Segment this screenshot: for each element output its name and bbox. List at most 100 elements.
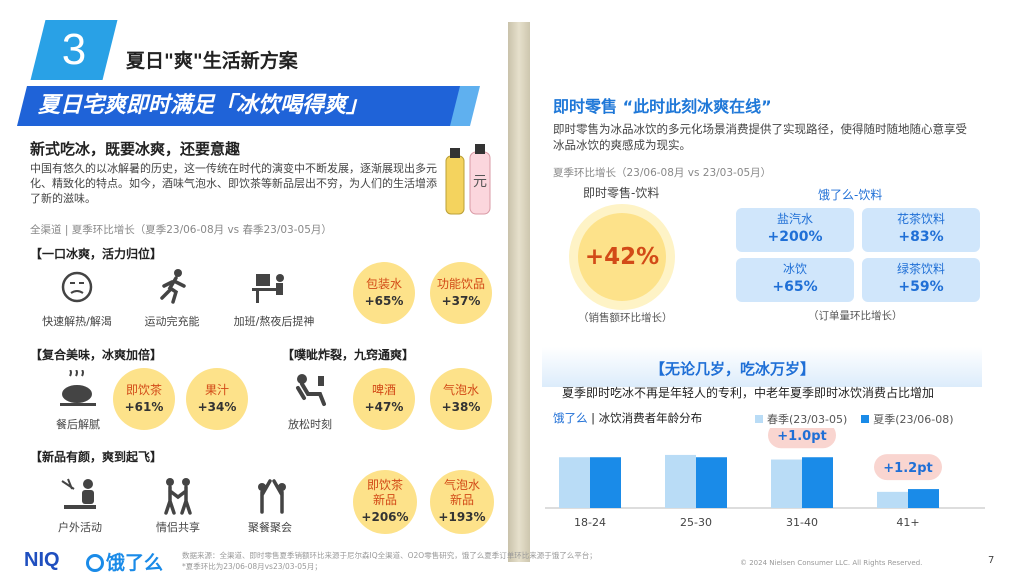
- growth-tile: 花茶饮料 +83%: [862, 208, 980, 252]
- group-title-flavor: 【复合美味，冰爽加倍】: [30, 348, 163, 362]
- icon-label: 聚餐聚会: [248, 521, 292, 534]
- growth-tile: 盐汽水 +200%: [736, 208, 854, 252]
- bar: [559, 457, 590, 508]
- bar: [665, 454, 696, 508]
- stat-name: 气泡水: [442, 382, 479, 397]
- page-number: 7: [988, 555, 995, 566]
- x-tick-label: 18-24: [574, 516, 606, 529]
- group-title-new: 【新品有颜，爽到起飞】: [30, 450, 163, 464]
- stat-value: +206%: [361, 510, 409, 524]
- annotation-label: +1.2pt: [883, 461, 932, 476]
- left-heading: 新式吃冰，既要冰爽，还要意趣: [30, 140, 241, 158]
- left-body: 中国有悠久的以冰解暑的历史，这一传统在时代的演变中不断发展，逐渐展现出多元化、精…: [30, 162, 437, 205]
- stat-value: +65%: [364, 293, 404, 308]
- icon-label: 快速解热/解渴: [42, 315, 112, 328]
- legend-swatch-summer: [861, 415, 870, 423]
- left-source-note: 全渠道 | 夏季环比增长（夏季23/06-08月 vs 春季23/03-05月）: [30, 224, 332, 236]
- age-heading-band: [542, 347, 982, 387]
- bar: [908, 489, 939, 508]
- stat-value: +61%: [124, 399, 164, 414]
- tile-name: 花茶饮料: [896, 212, 945, 226]
- legend-spring: 春季(23/03-05): [767, 413, 848, 426]
- footer-source: 数据来源：全渠道、即时零售夏季销额环比来源于尼尔森IQ全渠道、O2O零售研究，饿…: [182, 551, 597, 560]
- stat-name: 功能饮品: [436, 276, 485, 291]
- group-title-fizz: 【噗呲炸裂，九窍通爽】: [282, 348, 415, 362]
- stat-value: +193%: [438, 510, 486, 524]
- stat-value: +47%: [364, 399, 404, 414]
- stat-circle: 气泡水 +38%: [430, 368, 492, 430]
- eleme-logo: 饿了么: [86, 548, 163, 575]
- bar: [590, 457, 621, 508]
- stat-name: 啤酒: [371, 382, 396, 397]
- chart-title: 冰饮消费者年龄分布: [598, 411, 703, 425]
- tile-name: 盐汽水: [776, 212, 813, 226]
- bar: [877, 491, 908, 508]
- icon-label: 放松时刻: [288, 418, 332, 431]
- eleme-drinks-label: 饿了么-饮料: [818, 188, 883, 202]
- icon-label: 餐后解腻: [56, 418, 100, 431]
- stat-name: 即饮茶: [125, 382, 162, 397]
- icon-label: 户外活动: [58, 521, 102, 534]
- desk-worker-icon: [252, 274, 284, 303]
- instant-retail-value: +42%: [578, 213, 666, 301]
- banner-title: 夏日宅爽即时满足「冰饮喝得爽」: [38, 93, 369, 118]
- tile-value: +59%: [898, 279, 944, 295]
- growth-tile: 绿茶饮料 +59%: [862, 258, 980, 302]
- age-heading: 【无论几岁，吃冰万岁】: [650, 360, 816, 378]
- chart-source: 饿了么: [553, 411, 588, 425]
- annotation-label: +1.0pt: [777, 429, 826, 444]
- bar: [802, 457, 833, 508]
- eleme-logo-text: 饿了么: [106, 552, 164, 574]
- growth-tile: 冰饮 +65%: [736, 258, 854, 302]
- copyright: © 2024 Nielsen Consumer LLC. All Rights …: [740, 559, 923, 567]
- right-source-note: 夏季环比增长（23/06-08月 vs 23/03-05月）: [553, 167, 772, 179]
- section-title: 夏日"爽"生活新方案: [126, 50, 298, 72]
- stat-name-sub: 新品: [449, 493, 474, 507]
- x-tick-label: 25-30: [680, 516, 712, 529]
- age-text: 夏季即时吃冰不再是年轻人的专利，中老年夏季即时冰饮消费占比增加: [562, 386, 935, 400]
- tired-face-icon: [61, 271, 93, 303]
- x-tick-label: 41+: [896, 516, 919, 529]
- icon-label: 情侣共享: [156, 521, 200, 534]
- eleme-logo-mark-icon: [86, 554, 104, 572]
- chart-heading: 饿了么 | 冰饮消费者年龄分布: [553, 410, 702, 426]
- bar: [696, 457, 727, 508]
- tile-name: 绿茶饮料: [896, 262, 945, 276]
- couple-icon: [164, 478, 192, 515]
- stat-circle: 功能饮品 +37%: [430, 262, 492, 324]
- tile-value: +200%: [767, 229, 823, 245]
- stat-name: 果汁: [204, 382, 229, 397]
- instant-retail-caption: （销售额环比增长）: [578, 312, 673, 324]
- icon-label: 运动完充能: [144, 315, 200, 328]
- chart-legend: 春季(23/03-05) 夏季(23/06-08): [755, 411, 954, 427]
- bar: [771, 459, 802, 508]
- footer-source-2: *夏季环比为23/06-08月vs23/03-05月；: [182, 562, 322, 571]
- annotation-pill: [768, 428, 836, 449]
- tile-name: 冰饮: [782, 262, 807, 276]
- stat-circle: 包装水 +65%: [353, 262, 415, 324]
- stat-name: 即饮茶: [366, 478, 403, 492]
- roast-chicken-icon: [60, 370, 96, 406]
- stat-name: 包装水: [365, 276, 402, 291]
- stat-circle: 即饮茶 新品 +206%: [353, 470, 417, 534]
- icon-label: 加班/熬夜后提神: [233, 315, 315, 328]
- svg-text:元: 元: [473, 174, 487, 190]
- stat-value: +34%: [197, 399, 237, 414]
- right-body: 即时零售为冰品冰饮的多元化场景消费提供了实现路径，使得随时随地随心意享受冰品冰饮…: [553, 122, 967, 152]
- stat-name-sub: 新品: [372, 493, 397, 507]
- stat-circle: 气泡水 新品 +193%: [430, 470, 494, 534]
- annotation-pill: [874, 454, 942, 481]
- legend-swatch-spring: [755, 415, 763, 423]
- tile-value: +65%: [772, 279, 818, 295]
- eleme-caption: （订单量环比增长）: [808, 310, 903, 322]
- group-title-refresh: 【一口冰爽，活力归位】: [30, 247, 163, 261]
- stat-circle: 啤酒 +47%: [353, 368, 415, 430]
- legend-summer: 夏季(23/06-08): [873, 413, 954, 426]
- niq-logo: NIQ: [24, 549, 60, 571]
- x-tick-label: 31-40: [786, 516, 818, 529]
- stat-value: +37%: [441, 293, 481, 308]
- tile-value: +83%: [898, 229, 944, 245]
- instant-retail-label: 即时零售-饮料: [583, 186, 660, 200]
- right-title: 即时零售 “此时此刻冰爽在线”: [553, 97, 772, 116]
- page-fold-divider: [508, 22, 530, 562]
